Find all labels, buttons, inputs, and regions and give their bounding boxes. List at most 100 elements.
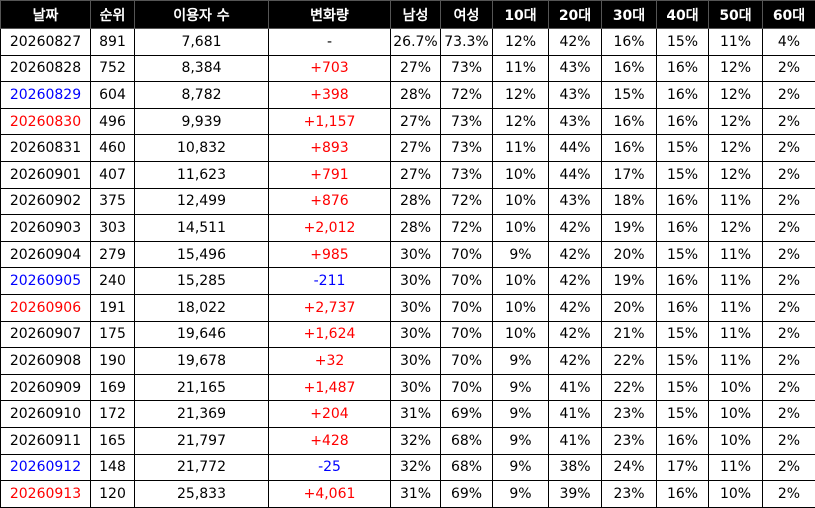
table-cell: 70%	[440, 320, 493, 349]
table-cell: 8,384	[134, 54, 269, 83]
table-cell: -211	[268, 267, 391, 295]
table-cell: 11%	[492, 54, 549, 83]
table-cell: 42%	[548, 267, 602, 295]
table-cell: 32%	[390, 453, 441, 482]
table-cell: 70%	[440, 240, 493, 269]
date-cell: 20260828	[0, 54, 91, 83]
date-cell: 20260906	[0, 293, 91, 322]
table-cell: 2%	[762, 54, 815, 83]
table-cell: 10%	[492, 267, 549, 295]
table-cell: +703	[268, 54, 391, 83]
table-cell: 21,165	[134, 373, 269, 402]
table-cell: 172	[90, 400, 135, 428]
table-cell: 30%	[390, 320, 441, 349]
table-cell: 15%	[601, 81, 657, 109]
table-cell: 2%	[762, 320, 815, 349]
table-cell: 10%	[708, 400, 763, 428]
table-cell: 16%	[656, 54, 709, 83]
date-cell: 20260827	[0, 28, 91, 56]
header-cell: 60대	[762, 0, 815, 29]
table-cell: 11%	[708, 240, 763, 269]
table-cell: 43%	[548, 107, 602, 136]
table-cell: 10%	[492, 187, 549, 216]
table-row: 20260910 172 21,369 +204 31% 69% 9% 41% 23% 15% 10…	[0, 400, 815, 428]
table-cell: 16%	[656, 107, 709, 136]
table-cell: 43%	[548, 54, 602, 83]
table-cell: 9%	[492, 373, 549, 402]
table-cell: 11%	[708, 187, 763, 216]
table-cell: 2%	[762, 293, 815, 322]
table-cell: 752	[90, 54, 135, 83]
table-cell: 190	[90, 347, 135, 375]
table-cell: 120	[90, 480, 135, 508]
table-cell: 11%	[708, 453, 763, 482]
table-cell: 9%	[492, 400, 549, 428]
table-cell: 20%	[601, 293, 657, 322]
table-row: 20260913 120 25,833 +4,061 31% 69% 9% 39% 23% 16%…	[0, 480, 815, 508]
table-row: 20260908 190 19,678 +32 30% 70% 9% 42% 22% 15% 11%…	[0, 347, 815, 375]
table-cell: 16%	[601, 134, 657, 162]
table-cell: 15%	[656, 160, 709, 189]
table-cell: 891	[90, 28, 135, 56]
table-cell: 2%	[762, 107, 815, 136]
table-cell: 11%	[708, 320, 763, 349]
table-cell: 2%	[762, 426, 815, 455]
table-cell: 23%	[601, 426, 657, 455]
table-cell: 39%	[548, 480, 602, 508]
table-cell: 10,832	[134, 134, 269, 162]
table-cell: 15%	[656, 28, 709, 56]
table-row: 20260830 496 9,939 +1,157 27% 73% 12% 43% 16% 16%…	[0, 107, 815, 136]
header-cell: 50대	[708, 0, 763, 29]
table-cell: 16%	[656, 267, 709, 295]
table-cell: 2%	[762, 214, 815, 242]
table-cell: 19,678	[134, 347, 269, 375]
table-cell: 73%	[440, 107, 493, 136]
table-cell: 30%	[390, 347, 441, 375]
table-cell: 72%	[440, 187, 493, 216]
table-row: 20260902 375 12,499 +876 28% 72% 10% 43% 18% 16% 1…	[0, 187, 815, 216]
table-cell: 70%	[440, 347, 493, 375]
date-cell: 20260830	[0, 107, 91, 136]
table-cell: 43%	[548, 187, 602, 216]
table-cell: 68%	[440, 426, 493, 455]
table-cell: 2%	[762, 81, 815, 109]
date-cell: 20260904	[0, 240, 91, 269]
table-cell: 24%	[601, 453, 657, 482]
table-cell: 17%	[656, 453, 709, 482]
table-cell: 22%	[601, 347, 657, 375]
table-row: 20260912 148 21,772 -25 32% 68% 9% 38% 24% 17% 11%…	[0, 453, 815, 482]
table-row: 20260831 460 10,832 +893 27% 73% 11% 44% 16% 15% 1…	[0, 134, 815, 162]
table-cell: 16%	[601, 107, 657, 136]
table-cell: 42%	[548, 320, 602, 349]
table-cell: 41%	[548, 400, 602, 428]
table-cell: 31%	[390, 400, 441, 428]
header-cell: 10대	[492, 0, 549, 29]
table-cell: 42%	[548, 240, 602, 269]
date-cell: 20260902	[0, 187, 91, 216]
table-cell: +204	[268, 400, 391, 428]
table-cell: 9%	[492, 426, 549, 455]
table-cell: +2,012	[268, 214, 391, 242]
table-cell: +985	[268, 240, 391, 269]
date-cell: 20260831	[0, 134, 91, 162]
header-cell: 여성	[440, 0, 493, 29]
table-cell: 28%	[390, 214, 441, 242]
table-row: 20260828 752 8,384 +703 27% 73% 11% 43% 16% 16% 12…	[0, 54, 815, 83]
table-cell: 15%	[656, 134, 709, 162]
table-cell: 10%	[492, 293, 549, 322]
table-cell: +791	[268, 160, 391, 189]
table-cell: 12%	[492, 81, 549, 109]
header-cell: 20대	[548, 0, 602, 29]
table-cell: +32	[268, 347, 391, 375]
table-cell: 70%	[440, 373, 493, 402]
table-cell: 12%	[708, 160, 763, 189]
table-cell: 12%	[708, 134, 763, 162]
table-cell: 279	[90, 240, 135, 269]
table-cell: 16%	[601, 28, 657, 56]
table-cell: 16%	[656, 480, 709, 508]
table-cell: 72%	[440, 81, 493, 109]
table-cell: 19%	[601, 214, 657, 242]
table-cell: +1,157	[268, 107, 391, 136]
table-row: 20260909 169 21,165 +1,487 30% 70% 9% 41% 22% 15%…	[0, 373, 815, 402]
header-cell: 순위	[90, 0, 135, 29]
